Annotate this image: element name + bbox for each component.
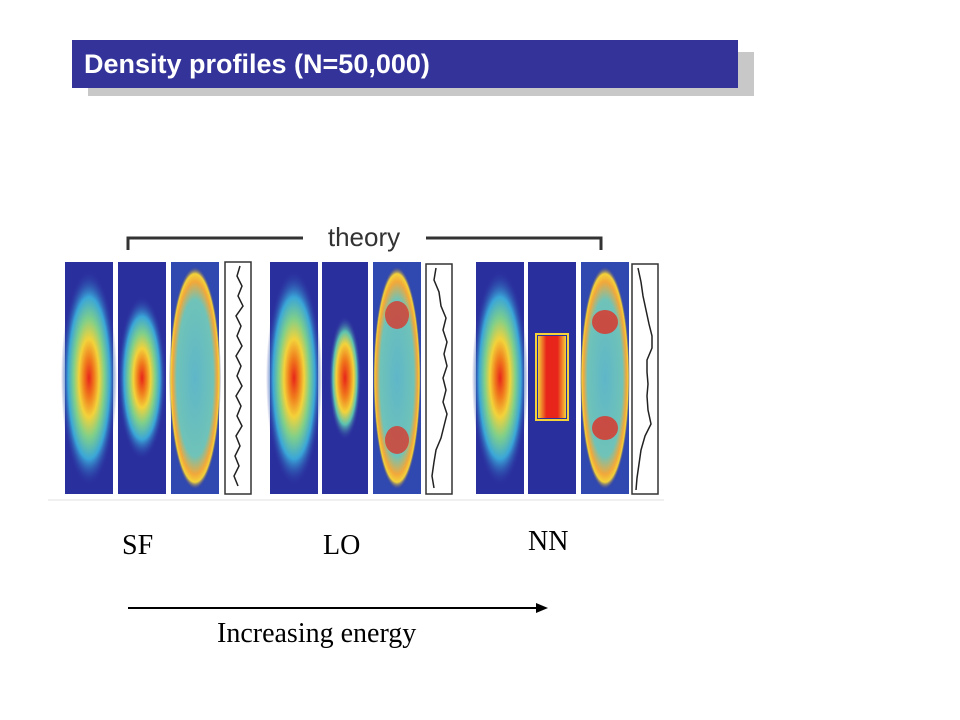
theory-label: theory [328, 222, 400, 252]
label-nn: NN [528, 526, 569, 557]
label-lo: LO [323, 530, 361, 561]
label-sf: SF [122, 530, 154, 561]
group-lo [266, 262, 453, 495]
energy-arrow [128, 603, 548, 613]
slide-title: Density profiles (N=50,000) [72, 40, 738, 88]
theory-bracket-left [126, 236, 303, 250]
group-sf [61, 261, 252, 495]
axis-label: Increasing energy [217, 618, 417, 649]
theory-bracket-right [426, 236, 603, 250]
group-nn [472, 262, 659, 495]
density-figure: theory [48, 222, 664, 501]
